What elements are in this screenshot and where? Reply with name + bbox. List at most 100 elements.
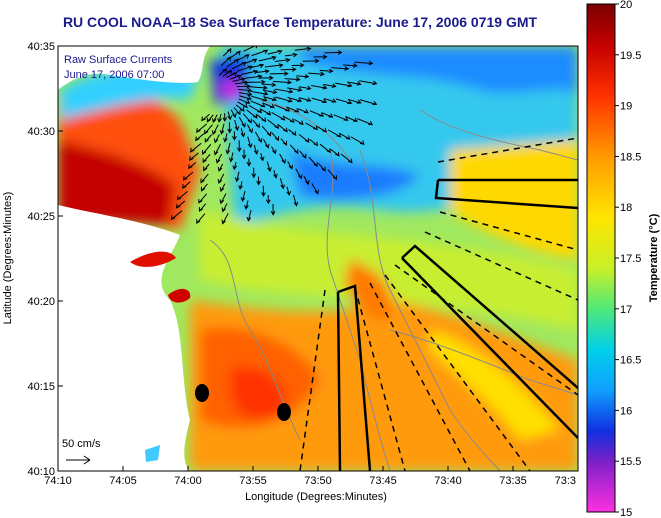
current-vector (323, 98, 337, 103)
current-vector (198, 203, 207, 213)
current-vector (333, 114, 349, 122)
current-vector (234, 80, 249, 86)
x-tick-label: 74:00 (174, 475, 202, 487)
current-vector (201, 113, 210, 122)
current-vector (305, 122, 318, 131)
current-vector (286, 87, 303, 92)
sst-field: Raw Surface Currents June 17, 2006 07:00… (58, 46, 578, 471)
current-vector (238, 91, 253, 97)
current-vector (200, 173, 209, 184)
current-vector (273, 79, 293, 85)
current-vector (218, 68, 227, 76)
current-vector (347, 81, 362, 86)
current-vector (251, 95, 268, 102)
current-vector (263, 138, 270, 149)
current-vector (295, 168, 303, 180)
current-vector (240, 128, 246, 138)
current-vector (222, 69, 233, 77)
current-vector (287, 161, 294, 170)
y-tick-label: 40:10 (27, 466, 55, 478)
current-vector (297, 108, 309, 114)
current-vector (359, 99, 378, 106)
current-vector (200, 183, 208, 192)
x-tick-label: 73:40 (434, 475, 462, 487)
current-vector (181, 181, 191, 189)
current-vector (291, 62, 305, 68)
current-vector (335, 82, 353, 88)
current-vector (324, 50, 343, 55)
current-vector (233, 107, 241, 116)
current-vector (231, 61, 247, 70)
current-vector (292, 194, 299, 207)
currents-time-label: June 17, 2006 07:00 (64, 69, 164, 81)
current-vector (203, 163, 210, 172)
current-vector (217, 173, 225, 185)
current-vector (347, 98, 362, 104)
current-vector (232, 131, 237, 141)
current-vector (284, 76, 301, 82)
current-vector (258, 75, 274, 81)
current-vector (318, 163, 326, 172)
station-marker (195, 384, 209, 402)
current-vector (267, 119, 280, 130)
current-vector (219, 193, 227, 205)
current-vector (234, 119, 240, 132)
current-vector (196, 123, 208, 134)
current-vector (243, 46, 258, 52)
current-vector (213, 144, 221, 156)
current-vector (211, 124, 219, 136)
current-vector (280, 138, 288, 146)
current-vector (220, 56, 231, 67)
current-vector (299, 150, 307, 159)
current-vector (299, 85, 312, 91)
current-vector (253, 144, 259, 155)
current-vector (287, 96, 303, 102)
current-vector (182, 171, 194, 181)
current-vector (244, 58, 258, 64)
current-vector (323, 83, 337, 88)
current-vector (230, 50, 241, 58)
current-vector (211, 114, 218, 124)
current-vector (350, 136, 365, 146)
station-marker (277, 403, 291, 421)
current-vector (273, 169, 278, 179)
current-vector (294, 118, 304, 126)
colorbar (586, 3, 616, 513)
current-vector (296, 73, 310, 79)
scale-label: 50 cm/s (62, 438, 101, 450)
current-vector (330, 148, 340, 157)
current-vector (270, 203, 276, 216)
y-tick-label: 40:30 (27, 126, 55, 138)
current-vector (321, 112, 334, 118)
current-vector (319, 68, 334, 74)
x-axis: 74:10 74:05 74:00 73:55 73:50 73:45 73:40 73:35… (44, 466, 579, 487)
current-vector (204, 124, 213, 135)
current-vector (221, 203, 228, 213)
current-vector (217, 114, 222, 123)
current-vector (246, 209, 252, 222)
x-tick-label: 73:55 (239, 475, 267, 487)
current-vector (345, 116, 358, 122)
current-vector (202, 144, 212, 155)
current-vector (222, 113, 228, 122)
current-vector (260, 108, 272, 116)
current-vector (274, 88, 294, 94)
current-vector (285, 106, 300, 113)
current-vector (229, 74, 242, 80)
current-vector (274, 104, 291, 112)
current-vector (236, 65, 253, 72)
x-tick-label: 73:50 (304, 475, 332, 487)
current-vector (238, 116, 246, 128)
current-vector (238, 181, 243, 191)
current-vector (309, 110, 324, 117)
land-west (58, 205, 190, 471)
current-vector (226, 71, 238, 78)
current-vector (311, 97, 328, 103)
current-vector (357, 118, 374, 126)
current-vector (237, 101, 248, 109)
current-vectors (170, 46, 378, 225)
current-vector (274, 58, 291, 63)
current-vector (239, 95, 252, 100)
current-vector (222, 48, 232, 57)
current-vector (228, 152, 234, 163)
